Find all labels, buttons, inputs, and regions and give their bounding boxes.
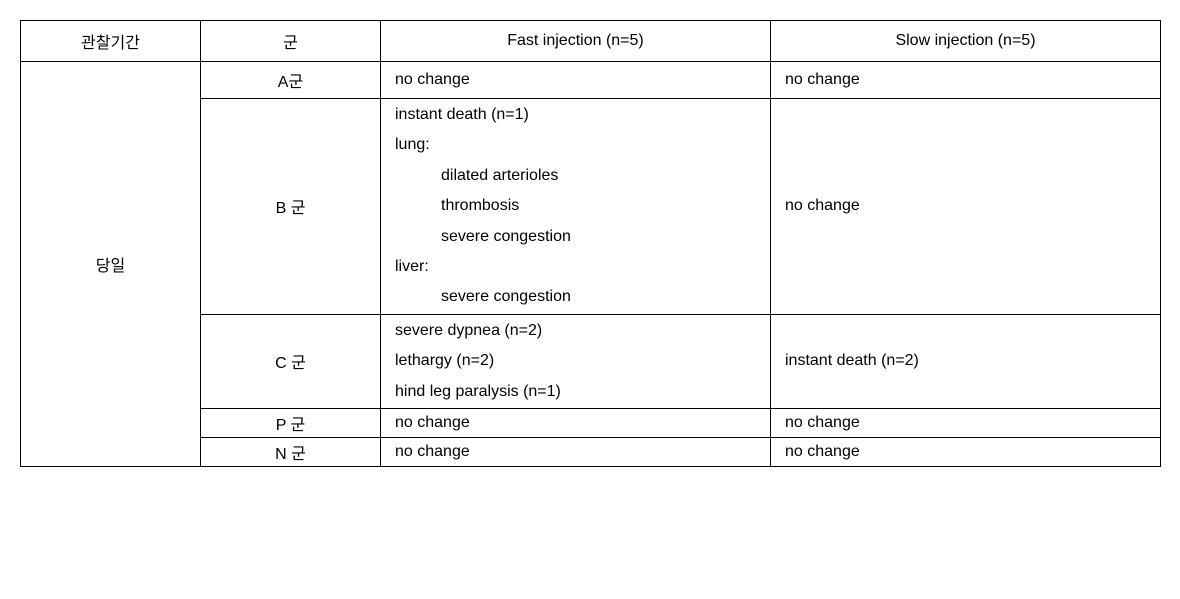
header-group: 군 [201, 21, 381, 62]
table-row: 당일 A군 no change no change [21, 62, 1161, 99]
group-cell-c: C 군 [201, 314, 381, 408]
fast-b-line: severe congestion [395, 282, 760, 312]
fast-b-line: liver: [395, 252, 760, 282]
fast-cell-a: no change [381, 62, 771, 99]
fast-cell-p: no change [381, 408, 771, 437]
fast-c-line: severe dypnea (n=2) [395, 316, 760, 346]
fast-b-line: severe congestion [395, 222, 760, 252]
slow-cell-c: instant death (n=2) [771, 314, 1161, 408]
header-slow-injection: Slow injection (n=5) [771, 21, 1161, 62]
period-cell: 당일 [21, 62, 201, 467]
table-header-row: 관찰기간 군 Fast injection (n=5) Slow injecti… [21, 21, 1161, 62]
group-cell-a: A군 [201, 62, 381, 99]
group-cell-b: B 군 [201, 99, 381, 315]
fast-cell-b: instant death (n=1) lung: dilated arteri… [381, 99, 771, 315]
fast-c-line: lethargy (n=2) [395, 346, 760, 376]
fast-b-line: lung: [395, 130, 760, 160]
group-cell-n: N 군 [201, 437, 381, 466]
observation-table: 관찰기간 군 Fast injection (n=5) Slow injecti… [20, 20, 1161, 467]
fast-c-line: hind leg paralysis (n=1) [395, 377, 760, 407]
fast-cell-n: no change [381, 437, 771, 466]
slow-cell-p: no change [771, 408, 1161, 437]
fast-b-line: instant death (n=1) [395, 100, 760, 130]
slow-cell-a: no change [771, 62, 1161, 99]
slow-cell-n: no change [771, 437, 1161, 466]
header-fast-injection: Fast injection (n=5) [381, 21, 771, 62]
slow-cell-b: no change [771, 99, 1161, 315]
fast-cell-c: severe dypnea (n=2) lethargy (n=2) hind … [381, 314, 771, 408]
fast-b-line: dilated arterioles [395, 161, 760, 191]
header-period: 관찰기간 [21, 21, 201, 62]
group-cell-p: P 군 [201, 408, 381, 437]
fast-b-line: thrombosis [395, 191, 760, 221]
